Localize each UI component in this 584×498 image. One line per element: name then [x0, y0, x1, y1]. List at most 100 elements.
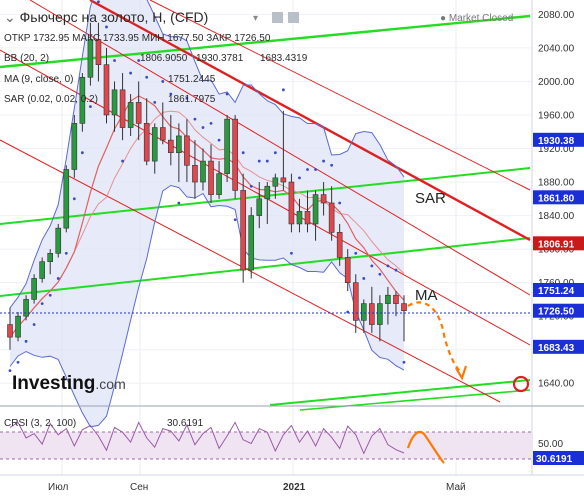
y-tick-label: 2080.00	[538, 10, 575, 21]
crsi-badges: 50.00 30.6191	[533, 439, 584, 465]
sar-dot	[8, 369, 12, 373]
sar-dot	[362, 277, 366, 280]
sar-dot	[314, 168, 317, 171]
candle-body	[304, 211, 311, 225]
sar-dot	[40, 302, 44, 305]
x-tick-2021: 2021	[283, 482, 306, 493]
red-channel-line-1	[29, 0, 531, 296]
price-badge-text: 1806.91	[538, 239, 575, 250]
candle-body	[31, 278, 37, 300]
title-dropdown-icon[interactable]: ▾	[253, 13, 258, 24]
price-badge-text: 1930.38	[538, 136, 575, 147]
candle-body	[385, 294, 391, 304]
sar-dot	[48, 293, 52, 297]
sar-dot	[281, 88, 285, 92]
status-dot-icon: ●	[440, 13, 449, 24]
candle-body	[63, 169, 70, 229]
price-badge-text: 1726.50	[538, 307, 575, 318]
sar-dot	[402, 360, 406, 364]
price-badge-text: 1751.24	[538, 286, 575, 297]
sar-dot	[105, 25, 108, 29]
sar-legend: SAR (0.02, 0.02, 0.2) 1861.7975	[4, 94, 216, 105]
candle-body	[280, 177, 287, 183]
sar-dot	[177, 201, 181, 205]
sar-dot	[225, 92, 229, 96]
sar-dot	[113, 59, 116, 62]
eye-icon[interactable]	[272, 12, 283, 23]
x-tick-may: Май	[446, 482, 466, 493]
svg-text:⌄ Фьючерс на золото, H, (CFD): ⌄ Фьючерс на золото, H, (CFD)	[4, 9, 208, 25]
price-badge	[533, 303, 584, 318]
settings-icon[interactable]	[288, 12, 299, 23]
price-badge	[533, 190, 584, 205]
target-circle	[512, 375, 530, 393]
bb-legend: BB (20, 2) 1806.9050 1930.3781 1683.4319	[4, 53, 308, 64]
sar-dot	[330, 163, 334, 167]
sar-dot	[153, 101, 157, 104]
sar-dot	[137, 59, 141, 62]
ohlc-row: ОТКР 1732.95 МАКС 1733.95 МИН 1677.50 ЗА…	[4, 33, 271, 44]
candle-body	[296, 211, 303, 225]
candle-body	[143, 123, 150, 162]
price-badges: 1930.38 1861.80 1806.91 1751.24 1726.50 1683.…	[533, 132, 584, 354]
sar-dot	[121, 159, 124, 163]
candle-body	[192, 164, 198, 183]
sar-dot	[201, 126, 205, 129]
candle-body	[232, 118, 238, 191]
candle-body	[361, 303, 367, 321]
sar-dot	[394, 268, 398, 272]
forecast-arrow	[407, 301, 468, 381]
trend-lines	[0, 0, 531, 411]
red-channel-line-3	[0, 139, 501, 403]
bb-lower-line	[9, 184, 405, 428]
candle-body	[336, 232, 343, 258]
sar-dot	[306, 168, 309, 171]
sar-dot	[322, 159, 325, 163]
sar-dot	[378, 272, 382, 276]
candle-body	[248, 215, 255, 271]
svg-text:Investing.com: Investing.com	[12, 373, 126, 394]
candle-body	[216, 173, 222, 195]
candle-body	[15, 315, 21, 338]
sar-dot	[24, 339, 28, 343]
crsi-forecast-arrow	[406, 430, 445, 464]
y-tick-label: 1920.00	[538, 144, 575, 155]
sar-dot	[161, 80, 165, 83]
sar-dot	[145, 75, 149, 79]
sar-dot	[185, 96, 189, 100]
chart-title: Фьючерс на золото, H, (CFD)	[20, 9, 209, 25]
candle-body	[23, 299, 29, 317]
x-tick-sep: Сен	[130, 482, 148, 493]
y-tick-label: 2040.00	[538, 43, 575, 54]
candle-body	[256, 198, 263, 216]
header-legend: ⌄ Фьючерс на золото, H, (CFD) ▾ ● Market…	[4, 9, 513, 429]
chevron-icon: ⌄	[4, 9, 20, 25]
candle-body	[119, 89, 126, 128]
candle-body	[95, 39, 102, 65]
sar-dot	[217, 138, 221, 142]
candle-body	[208, 160, 214, 195]
candle-body	[320, 194, 327, 204]
candle-body	[103, 64, 110, 116]
sar-dot	[249, 184, 253, 188]
ma-annotation: MA	[415, 287, 438, 304]
sar-dot	[233, 218, 237, 222]
candle-body	[312, 194, 319, 225]
candle-body	[328, 202, 335, 233]
candle-body	[111, 89, 118, 116]
green-trendline-bottom2	[299, 389, 531, 411]
y-tick-label: 1880.00	[538, 178, 575, 189]
price-badge	[533, 236, 584, 251]
crsi-value-badge	[533, 451, 584, 465]
x-tick-jul: Июл	[48, 482, 68, 493]
sar-dot	[169, 92, 173, 96]
candle-body	[264, 185, 271, 200]
sar-annotation: SAR	[415, 190, 446, 207]
candle-body	[401, 303, 407, 312]
price-badge-text: 1861.80	[538, 193, 575, 204]
sar-dot	[290, 251, 293, 255]
crsi-line	[9, 421, 405, 455]
green-trendline-middle	[0, 237, 531, 297]
candle-body	[352, 282, 359, 321]
